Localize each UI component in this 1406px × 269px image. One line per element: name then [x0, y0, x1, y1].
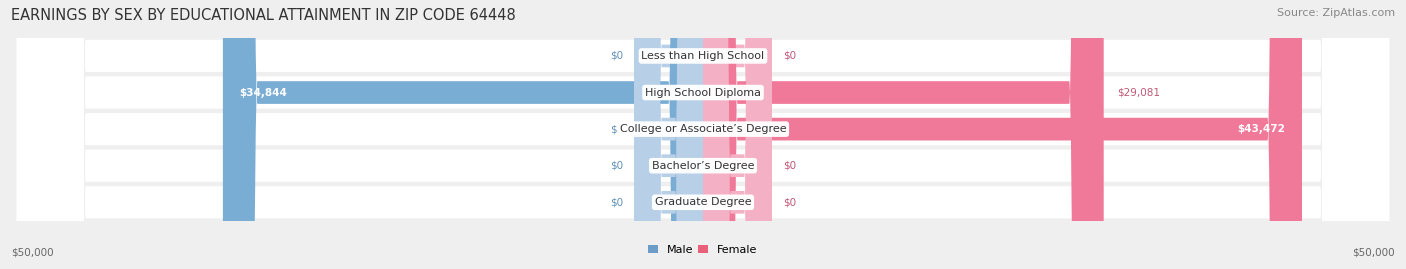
Text: Graduate Degree: Graduate Degree [655, 197, 751, 207]
Text: $0: $0 [783, 197, 796, 207]
FancyBboxPatch shape [17, 0, 1389, 269]
Text: $50,000: $50,000 [1353, 248, 1395, 258]
FancyBboxPatch shape [703, 0, 1302, 269]
Text: $0: $0 [610, 51, 623, 61]
FancyBboxPatch shape [17, 0, 1389, 269]
Text: College or Associate’s Degree: College or Associate’s Degree [620, 124, 786, 134]
Text: $0: $0 [783, 161, 796, 171]
Text: Bachelor’s Degree: Bachelor’s Degree [652, 161, 754, 171]
FancyBboxPatch shape [634, 0, 703, 269]
FancyBboxPatch shape [17, 0, 1389, 269]
FancyBboxPatch shape [634, 0, 703, 269]
FancyBboxPatch shape [703, 0, 772, 269]
FancyBboxPatch shape [703, 0, 1104, 269]
Text: Source: ZipAtlas.com: Source: ZipAtlas.com [1277, 8, 1395, 18]
Text: Less than High School: Less than High School [641, 51, 765, 61]
FancyBboxPatch shape [224, 0, 703, 269]
Text: $0: $0 [610, 197, 623, 207]
FancyBboxPatch shape [17, 0, 1389, 269]
FancyBboxPatch shape [17, 0, 1389, 269]
FancyBboxPatch shape [703, 0, 772, 269]
Text: $29,081: $29,081 [1118, 87, 1160, 98]
Legend: Male, Female: Male, Female [648, 245, 758, 255]
Text: $50,000: $50,000 [11, 248, 53, 258]
Text: High School Diploma: High School Diploma [645, 87, 761, 98]
Text: $0: $0 [610, 124, 623, 134]
Text: $0: $0 [783, 51, 796, 61]
Text: $0: $0 [610, 161, 623, 171]
FancyBboxPatch shape [703, 0, 772, 269]
FancyBboxPatch shape [634, 0, 703, 269]
FancyBboxPatch shape [634, 0, 703, 269]
Text: $34,844: $34,844 [239, 87, 287, 98]
Text: EARNINGS BY SEX BY EDUCATIONAL ATTAINMENT IN ZIP CODE 64448: EARNINGS BY SEX BY EDUCATIONAL ATTAINMEN… [11, 8, 516, 23]
Text: $43,472: $43,472 [1237, 124, 1285, 134]
